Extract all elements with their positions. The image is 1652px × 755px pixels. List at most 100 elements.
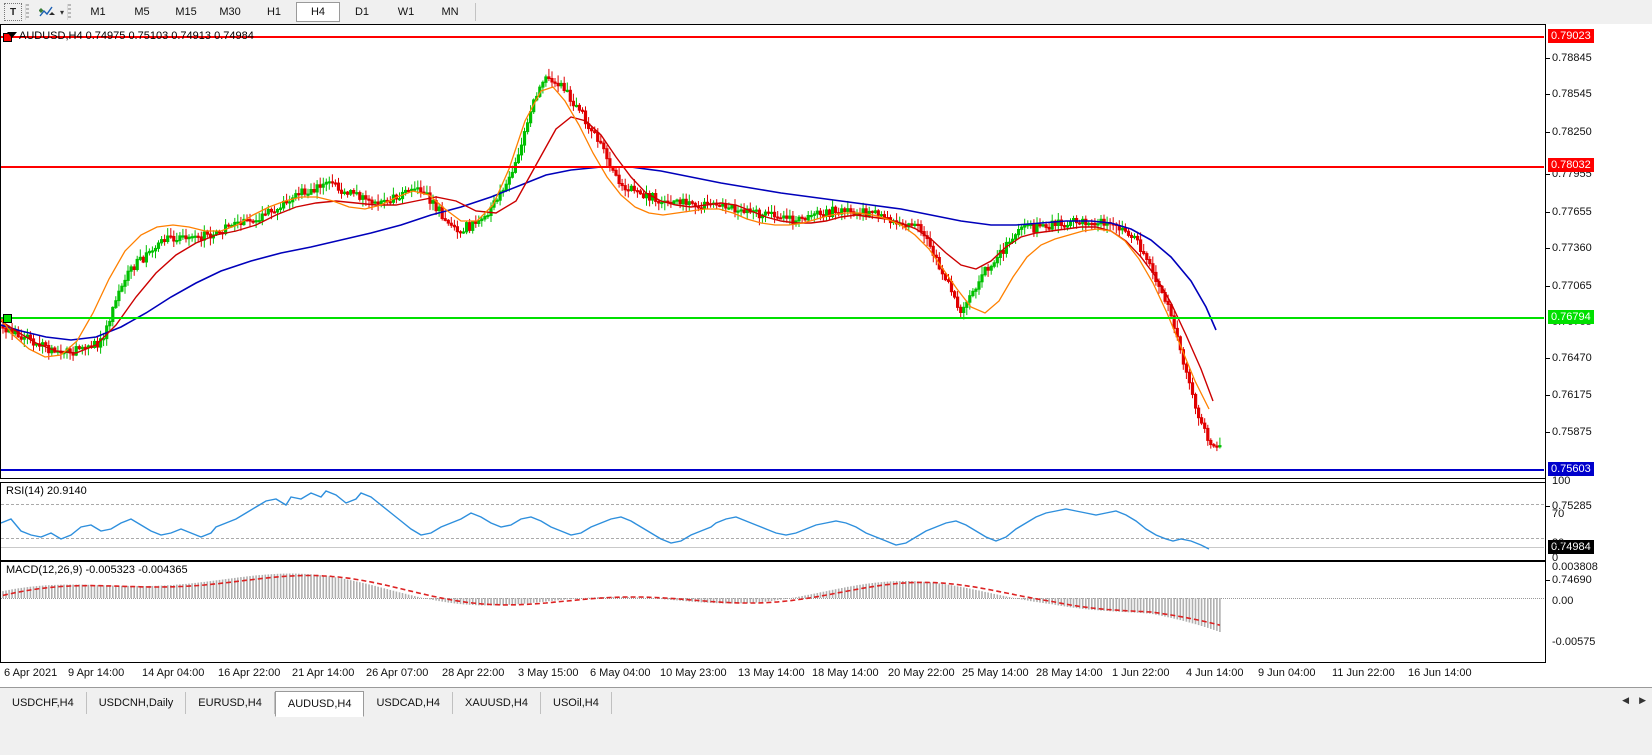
- axis-tick: [1546, 580, 1550, 581]
- date-label: 6 Apr 2021: [4, 667, 58, 679]
- macd-label: MACD(12,26,9) -0.005323 -0.004365: [6, 564, 188, 576]
- rsi-scale-0: 0: [1552, 552, 1559, 564]
- toolbar-separator: [475, 3, 477, 21]
- price-label-075285: 0.75285: [1552, 500, 1592, 512]
- date-label: 16 Jun 14:00: [1408, 667, 1472, 679]
- date-label: 4 Jun 14:00: [1186, 667, 1244, 679]
- price-badge-target-1[interactable]: 0.75603: [1548, 462, 1594, 476]
- ma-slow-line: [1, 166, 1217, 341]
- date-label: 14 Apr 04:00: [142, 667, 205, 679]
- macd-pane[interactable]: MACD(12,26,9) -0.005323 -0.004365: [0, 561, 1545, 663]
- price-badge-resistance-1[interactable]: 0.79023: [1548, 29, 1594, 43]
- chart-area[interactable]: AUDUSD,H4 0.74975 0.75103 0.74913 0.7498…: [0, 24, 1652, 687]
- price-label-078250: 0.78250: [1552, 126, 1592, 138]
- date-label: 21 Apr 14:00: [292, 667, 355, 679]
- level-resistance-1[interactable]: [1, 36, 1544, 38]
- text-tool-icon[interactable]: T: [4, 3, 22, 21]
- date-label: 26 Apr 07:00: [366, 667, 429, 679]
- price-label-074690: 0.74690: [1552, 574, 1592, 586]
- tab-audusd-h4[interactable]: AUDUSD,H4: [274, 691, 365, 717]
- macd-series: [2, 573, 1221, 632]
- rsi-line: [1, 490, 1210, 550]
- axis-tick: [1546, 58, 1550, 59]
- ma-mid-line: [1, 116, 1214, 402]
- indicators-dropdown-caret[interactable]: ▾: [60, 7, 65, 17]
- axis-tick: [1546, 432, 1550, 433]
- price-pane[interactable]: AUDUSD,H4 0.74975 0.75103 0.74913 0.7498…: [0, 24, 1545, 548]
- price-label-075875: 0.75875: [1552, 426, 1592, 438]
- price-label-076470: 0.76470: [1552, 352, 1592, 364]
- rsi-level-30: [1, 538, 1544, 539]
- macd-zero-line: [1, 598, 1544, 599]
- axis-tick: [1546, 94, 1550, 95]
- date-label: 3 May 15:00: [518, 667, 579, 679]
- date-label: 28 Apr 22:00: [442, 667, 505, 679]
- price-label-077065: 0.77065: [1552, 280, 1592, 292]
- level-resistance-2[interactable]: [1, 166, 1544, 168]
- date-label: 11 Jun 22:00: [1332, 667, 1395, 679]
- price-badge-current[interactable]: 0.74984: [1548, 540, 1594, 554]
- tab-xauusd-h4[interactable]: XAUUSD,H4: [453, 692, 541, 714]
- tab-scroll-controls[interactable]: ◀ ▶: [1622, 695, 1646, 706]
- price-axis[interactable]: 0.78845 0.78545 0.78250 0.77955 0.77655 …: [1545, 24, 1652, 663]
- main-toolbar: T ▾ M1 M5 M15 M30 H1 H4 D1 W1 MN: [0, 0, 1652, 25]
- macd-scale-zero: 0.00: [1552, 595, 1574, 607]
- axis-tick: [1546, 212, 1550, 213]
- tab-usdcad-h4[interactable]: USDCAD,H4: [364, 692, 454, 714]
- date-label: 18 May 14:00: [812, 667, 879, 679]
- date-axis[interactable]: 6 Apr 2021 9 Apr 14:00 14 Apr 04:00 16 A…: [0, 663, 1545, 687]
- tab-usdcnh-daily[interactable]: USDCNH,Daily: [86, 692, 187, 714]
- scroll-right-icon[interactable]: ▶: [1639, 695, 1646, 705]
- timeframe-grip[interactable]: [67, 4, 72, 20]
- date-label: 20 May 22:00: [888, 667, 955, 679]
- price-label-077655: 0.77655: [1552, 206, 1592, 218]
- rsi-scale-30: 30: [1552, 537, 1565, 549]
- macd-scale-min: -0.00575: [1552, 636, 1596, 648]
- date-label: 9 Jun 04:00: [1258, 667, 1316, 679]
- macd-scale-max: 0.003808: [1552, 561, 1598, 573]
- timeframe-m15[interactable]: M15: [175, 6, 197, 18]
- level-support-1[interactable]: [1, 317, 1544, 319]
- timeframe-d1[interactable]: D1: [354, 6, 370, 18]
- date-label: 28 May 14:00: [1036, 667, 1103, 679]
- rsi-scale-70: 70: [1552, 508, 1565, 520]
- ma-fast-line: [1, 86, 1210, 410]
- price-badge-support-1[interactable]: 0.76794: [1548, 310, 1594, 324]
- price-label-078545: 0.78545: [1552, 88, 1592, 100]
- tab-usdchf-h4[interactable]: USDCHF,H4: [0, 692, 87, 714]
- timeframe-w1[interactable]: W1: [397, 6, 415, 18]
- tab-usoil-h4[interactable]: USOil,H4: [541, 692, 612, 714]
- price-label-076175: 0.76175: [1552, 389, 1592, 401]
- date-label: 9 Apr 14:00: [68, 667, 125, 679]
- price-badge-resistance-2[interactable]: 0.78032: [1548, 158, 1594, 172]
- timeframe-m30[interactable]: M30: [219, 6, 241, 18]
- timeframe-mn[interactable]: MN: [441, 6, 459, 18]
- level-target-1[interactable]: [1, 469, 1544, 471]
- chart-title: AUDUSD,H4 0.74975 0.75103 0.74913 0.7498…: [19, 30, 254, 42]
- scroll-left-icon[interactable]: ◀: [1622, 695, 1630, 705]
- toolbar-grip[interactable]: [25, 4, 29, 20]
- chart-tabbar: USDCHF,H4 USDCNH,Daily EURUSD,H4 AUDUSD,…: [0, 687, 1652, 755]
- axis-tick: [1546, 358, 1550, 359]
- date-label: 13 May 14:00: [738, 667, 805, 679]
- date-label: 25 May 14:00: [962, 667, 1029, 679]
- price-label-078845: 0.78845: [1552, 52, 1592, 64]
- timeframe-h4[interactable]: H4: [296, 2, 341, 22]
- indicators-icon[interactable]: [36, 2, 58, 22]
- chart-collapse-icon[interactable]: [7, 32, 17, 38]
- level-support-1-handle[interactable]: [3, 314, 12, 323]
- timeframe-m1[interactable]: M1: [90, 6, 106, 18]
- date-label: 16 Apr 22:00: [218, 667, 281, 679]
- axis-tick: [1546, 286, 1550, 287]
- axis-tick: [1546, 395, 1550, 396]
- price-label-077360: 0.77360: [1552, 242, 1592, 254]
- axis-tick: [1546, 506, 1550, 507]
- timeframe-m5[interactable]: M5: [134, 6, 150, 18]
- rsi-label: RSI(14) 20.9140: [6, 485, 87, 497]
- rsi-pane[interactable]: RSI(14) 20.9140: [0, 482, 1545, 561]
- axis-tick: [1546, 248, 1550, 249]
- timeframe-h1[interactable]: H1: [266, 6, 282, 18]
- date-label: 1 Jun 22:00: [1112, 667, 1170, 679]
- tab-eurusd-h4[interactable]: EURUSD,H4: [186, 692, 275, 714]
